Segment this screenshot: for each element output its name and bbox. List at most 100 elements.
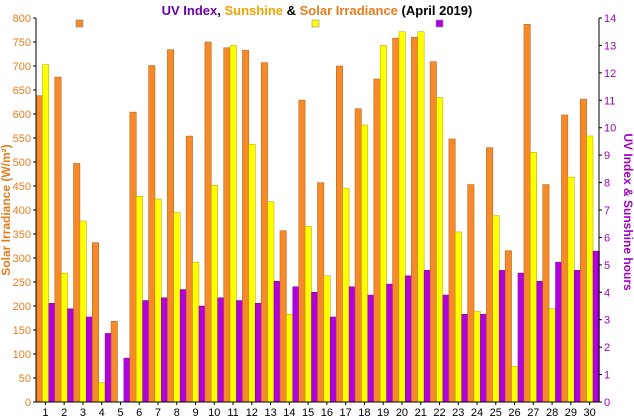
uv-index-bar-day-14 <box>292 286 300 403</box>
x-tick-label: 20 <box>396 407 408 419</box>
legend-label-3: UV Index Daily Maximum Y2 <box>446 19 560 29</box>
uv-index-bar-day-11 <box>236 300 244 403</box>
x-tick-label: 26 <box>508 407 520 419</box>
solar-irradiance-bar-day-22 <box>429 61 437 403</box>
x-tick-label: 11 <box>227 407 238 419</box>
solar-irradiance-bar-day-20 <box>392 37 400 403</box>
solar-irradiance-bar-day-19 <box>373 78 381 403</box>
solar-irradiance-bar-day-26 <box>504 250 512 403</box>
axes-group: 0501001502002503003504004505005506006507… <box>13 13 617 419</box>
sunshine-bar-day-4 <box>98 382 106 403</box>
uv-index-bar-day-20 <box>405 275 413 403</box>
y1-tick-label: 550 <box>13 133 31 145</box>
uv-index-bar-day-3 <box>86 316 93 403</box>
uv-index-bar-day-8 <box>179 289 187 403</box>
x-tick-label: 1 <box>42 407 48 419</box>
sunshine-bar-day-14 <box>286 313 294 403</box>
sunshine-bar-day-15 <box>304 226 312 403</box>
y1-tick-label: 0 <box>25 397 31 409</box>
uv-index-bar-day-19 <box>386 283 394 403</box>
sunshine-bar-day-3 <box>79 220 87 403</box>
solar-irradiance-bar-day-9 <box>185 135 193 403</box>
x-tick-label: 21 <box>415 407 427 419</box>
sunshine-bar-day-2 <box>60 272 68 403</box>
solar-irradiance-bar-day-27 <box>523 23 531 403</box>
uv-index-bar-day-22 <box>442 294 450 403</box>
uv-index-bar-day-10 <box>217 297 225 403</box>
y1-tick-label: 400 <box>13 205 31 217</box>
x-tick-label: 30 <box>583 407 595 419</box>
x-tick-label: 28 <box>546 407 558 419</box>
x-tick-label: 13 <box>264 407 276 419</box>
uv-index-bar-day-1 <box>48 303 56 403</box>
legend-swatch-3 <box>435 19 444 28</box>
uv-index-bar-day-17 <box>348 286 356 403</box>
y2-tick-label: 1 <box>604 370 610 382</box>
solar-irradiance-bar-day-10 <box>204 41 212 403</box>
uv-index-bar-day-15 <box>311 292 319 403</box>
x-tick-label: 18 <box>358 407 370 419</box>
x-tick-label: 4 <box>99 407 105 419</box>
solar-irradiance-bar-day-14 <box>279 230 287 403</box>
x-tick-label: 22 <box>433 407 445 419</box>
y1-tick-label: 800 <box>13 13 31 25</box>
x-tick-label: 12 <box>246 407 258 419</box>
sunshine-bar-day-20 <box>398 31 406 403</box>
solar-irradiance-bar-day-13 <box>260 62 268 403</box>
uv-index-bar-day-13 <box>273 281 281 403</box>
uv-index-bar-day-25 <box>498 270 506 403</box>
x-tick-label: 27 <box>527 407 539 419</box>
title-period: (April 2019) <box>398 3 472 18</box>
sunshine-bar-day-19 <box>379 45 387 403</box>
x-tick-label: 5 <box>117 407 123 419</box>
solar-irradiance-bar-day-4 <box>92 242 99 403</box>
y2-tick-label: 12 <box>604 68 616 80</box>
x-tick-label: 3 <box>80 407 86 419</box>
uv-index-bar-day-18 <box>367 294 375 403</box>
solar-irradiance-bar-day-28 <box>542 184 550 403</box>
uv-index-bar-day-16 <box>330 316 337 403</box>
solar-irradiance-bar-day-12 <box>242 49 250 403</box>
y1-tick-label: 600 <box>13 109 31 121</box>
y1-axis-label: Solar Irradiance (W/m²) <box>0 144 13 275</box>
title-uv-index: UV Index <box>162 3 218 18</box>
chart-legend: Average Hour Maximum Solar Irradiance Y1… <box>75 19 560 29</box>
y1-tick-label: 500 <box>13 157 31 169</box>
legend-swatch-1 <box>75 19 84 28</box>
x-tick-label: 29 <box>565 407 577 419</box>
chart-title: UV Index, Sunshine & Solar Irradiance (A… <box>162 3 473 18</box>
y2-tick-label: 11 <box>604 95 615 107</box>
sunshine-bar-day-12 <box>248 143 256 403</box>
x-tick-label: 8 <box>174 407 180 419</box>
sunshine-bar-day-11 <box>229 45 237 403</box>
uv-index-bar-day-26 <box>517 272 525 403</box>
y2-tick-label: 14 <box>604 13 616 25</box>
uv-index-bar-day-7 <box>161 297 169 403</box>
solar-irradiance-bar-day-18 <box>354 108 362 403</box>
y2-tick-label: 8 <box>604 178 610 190</box>
x-tick-label: 14 <box>283 407 295 419</box>
sunshine-bar-day-18 <box>361 124 369 403</box>
y1-tick-label: 650 <box>13 85 31 97</box>
solar-irradiance-bar-day-1 <box>35 95 43 403</box>
x-tick-label: 9 <box>192 407 198 419</box>
solar-irradiance-bar-day-21 <box>411 36 418 403</box>
y1-tick-label: 250 <box>13 277 31 289</box>
bars-group <box>35 23 600 403</box>
y1-tick-label: 450 <box>13 181 31 193</box>
uv-index-bar-day-12 <box>254 303 262 403</box>
solar-irradiance-bar-day-15 <box>298 99 306 403</box>
sunshine-bar-day-7 <box>154 198 162 403</box>
x-tick-label: 15 <box>302 407 314 419</box>
sunshine-bar-day-22 <box>436 97 444 403</box>
sunshine-bar-day-24 <box>473 311 481 403</box>
solar-irradiance-bar-day-8 <box>167 49 175 403</box>
uv-index-bar-day-29 <box>574 270 581 403</box>
solar-irradiance-bar-day-3 <box>73 163 81 403</box>
uv-index-bar-day-5 <box>123 357 131 403</box>
y2-tick-label: 7 <box>604 205 610 217</box>
solar-irradiance-bar-day-16 <box>317 182 325 403</box>
y2-tick-label: 6 <box>604 232 610 244</box>
